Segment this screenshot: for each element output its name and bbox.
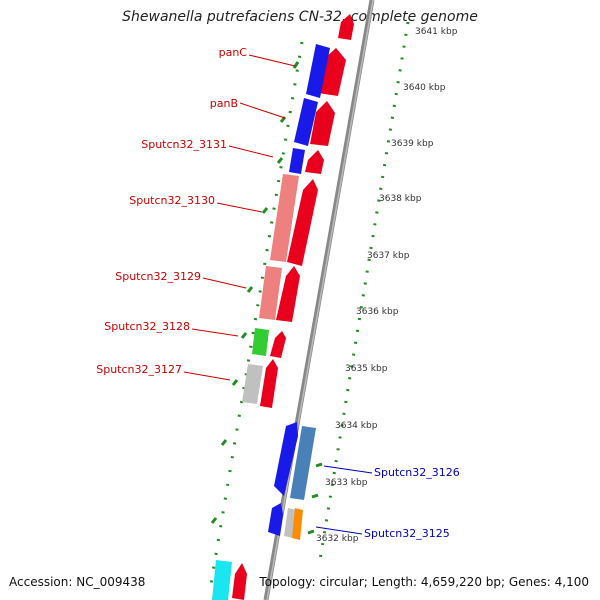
cds-arrow xyxy=(270,331,286,358)
gene-block xyxy=(259,266,282,320)
tick-label-3637: 3637 kbp xyxy=(367,251,410,261)
ring-tick xyxy=(261,207,269,214)
gene-block xyxy=(270,174,299,262)
map-title: Shewanella putrefaciens CN-32, complete … xyxy=(122,9,478,25)
ring-tick xyxy=(315,462,323,468)
kbp-tick-labels: 3641 kbp 3640 kbp 3639 kbp 3638 kbp 3637… xyxy=(316,27,458,544)
ring-tick xyxy=(246,286,254,293)
gene-block xyxy=(268,503,283,536)
gene-label-panB: panB xyxy=(210,97,238,110)
tick-label-3638: 3638 kbp xyxy=(379,194,422,204)
label-leader xyxy=(248,54,296,67)
ring-ticks xyxy=(210,61,323,535)
ring-tick xyxy=(307,529,315,535)
tick-label-3640: 3640 kbp xyxy=(403,83,446,93)
ring-tick xyxy=(240,332,248,339)
tick-label-3635: 3635 kbp xyxy=(345,364,388,374)
label-leader xyxy=(191,328,239,337)
gene-label-panC: panC xyxy=(219,46,248,59)
label-leader xyxy=(228,145,274,158)
cds-arrow xyxy=(260,359,278,408)
gene-label-sputcn32-3130: Sputcn32_3130 xyxy=(129,194,215,207)
gene-block xyxy=(252,328,269,356)
topology-label: Topology: circular; Length: 4,659,220 bp… xyxy=(259,575,589,589)
cds-arrow xyxy=(287,179,318,266)
gene-label-sputcn32-3129: Sputcn32_3129 xyxy=(115,270,201,283)
gene-block xyxy=(292,508,303,540)
ring-tick xyxy=(276,157,284,164)
gene-block xyxy=(306,44,330,98)
ring-tick xyxy=(231,379,239,386)
cds-arrow xyxy=(276,266,300,322)
tick-label-3639: 3639 kbp xyxy=(391,139,434,149)
gene-label-sputcn32-3131: Sputcn32_3131 xyxy=(141,138,227,151)
label-leader xyxy=(183,371,231,381)
gene-labels-left: panC panB Sputcn32_3131 Sputcn32_3130 Sp… xyxy=(96,46,247,376)
ring-tick xyxy=(210,517,218,524)
cds-arrow xyxy=(338,14,354,40)
gene-block xyxy=(242,364,263,404)
gene-label-sputcn32-3125: Sputcn32_3125 xyxy=(364,527,450,540)
cds-arrow xyxy=(310,101,335,146)
label-leader xyxy=(216,202,263,213)
ring-tick xyxy=(311,493,319,499)
inner-ring xyxy=(208,41,304,591)
gene-block xyxy=(274,422,298,496)
tick-label-3634: 3634 kbp xyxy=(335,421,378,431)
accession-label: Accession: NC_009438 xyxy=(9,575,146,589)
gene-ring xyxy=(212,44,330,600)
label-leader xyxy=(315,526,363,535)
label-leader xyxy=(202,277,247,289)
tick-label-3633: 3633 kbp xyxy=(325,478,368,488)
gene-block xyxy=(290,426,316,500)
cds-arrow xyxy=(305,150,324,174)
label-leader xyxy=(323,465,373,474)
gene-block xyxy=(289,148,305,174)
gene-label-sputcn32-3127: Sputcn32_3127 xyxy=(96,363,182,376)
cds-ring xyxy=(232,14,354,600)
gene-labels-right: Sputcn32_3126 Sputcn32_3125 xyxy=(364,466,460,540)
gene-block xyxy=(212,560,232,600)
inner-dotted-ring xyxy=(208,41,304,591)
ring-tick xyxy=(220,439,228,446)
tick-label-3636: 3636 kbp xyxy=(356,307,399,317)
gene-label-lines xyxy=(183,54,373,535)
cds-arrow xyxy=(232,563,247,600)
gene-block xyxy=(294,98,318,146)
gene-label-sputcn32-3128: Sputcn32_3128 xyxy=(104,320,190,333)
gene-label-sputcn32-3126: Sputcn32_3126 xyxy=(374,466,460,479)
ring-tick xyxy=(292,61,300,69)
tick-label-3632: 3632 kbp xyxy=(316,534,359,544)
tick-label-3641: 3641 kbp xyxy=(415,27,458,37)
label-leader xyxy=(239,102,286,119)
